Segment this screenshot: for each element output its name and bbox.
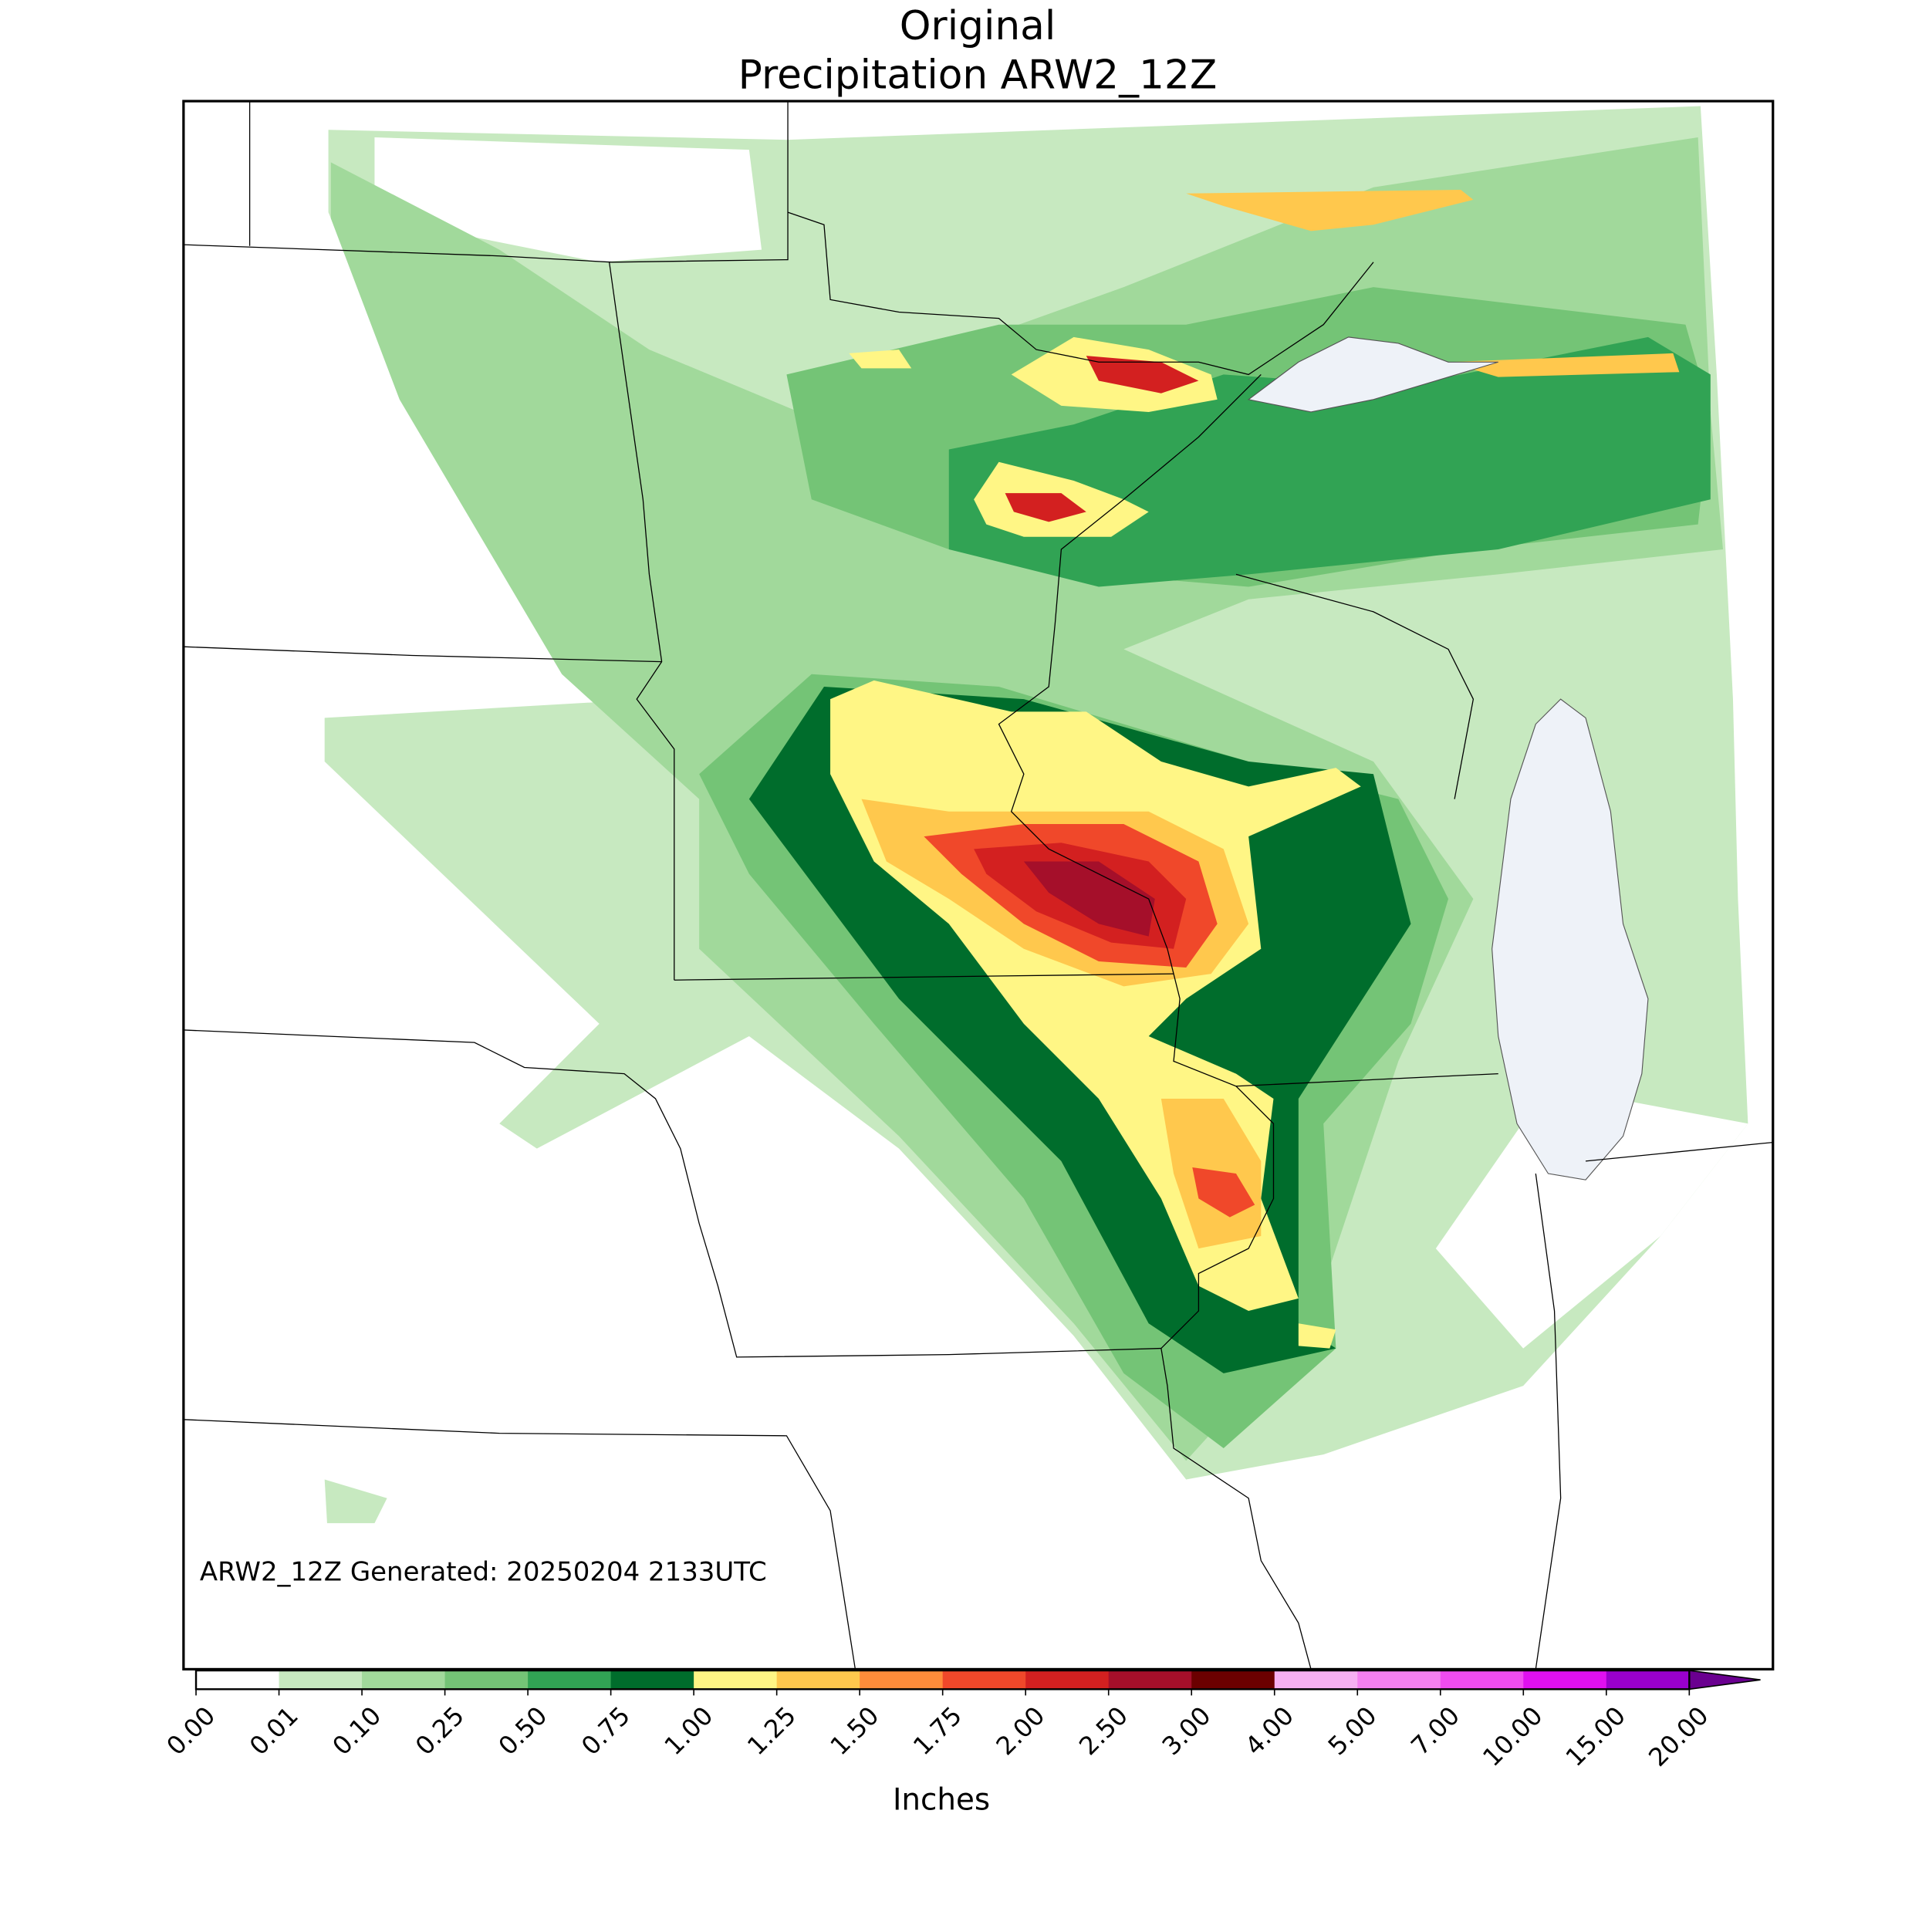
precip-red: [1192, 1167, 1255, 1218]
colorbar-tick-label: 4.00: [1239, 1701, 1299, 1761]
precip-none: [1435, 1086, 1748, 1349]
border: [1535, 1173, 1562, 1670]
border: [787, 211, 1374, 376]
annotation: ARW2_12Z Generated: 20250204 2133UTC: [200, 1556, 767, 1587]
colorbar-tick-label: 1.25: [742, 1701, 802, 1761]
colorbar-segment: [694, 1670, 778, 1690]
colorbar-segment: [362, 1670, 446, 1690]
title-line: Precipitation ARW2_12Z: [738, 52, 1218, 98]
colorbar-tick-label: 2.00: [991, 1701, 1051, 1761]
precip-yellow: [1298, 1323, 1336, 1349]
border: [609, 262, 675, 981]
colorbar-tick-label: 5.00: [1323, 1701, 1383, 1761]
precip-orange: [1448, 353, 1680, 377]
colorbar-tick-label: 0.25: [410, 1701, 470, 1761]
colorbar-extension: [1688, 1670, 1761, 1690]
colorbar-tick-label: 0.00: [161, 1701, 221, 1761]
colorbar-segment: [1357, 1670, 1441, 1690]
colorbar-segment: [444, 1670, 529, 1690]
border: [1585, 1141, 1773, 1162]
colorbar-tick-label: 2.50: [1073, 1701, 1133, 1761]
colorbar-segment: [279, 1670, 363, 1690]
colorbar: 0.00 0.01 0.10 0.25 0.50 0.75 1.00 1.25 1.50 1.75…: [161, 1669, 1761, 1772]
colorbar-segment: [528, 1670, 612, 1690]
map-area: [183, 101, 1773, 1670]
colorbar-segment: [942, 1670, 1027, 1690]
colorbar-segment: [1523, 1670, 1607, 1690]
map-frame: [182, 100, 1775, 1671]
border: [1235, 1072, 1498, 1087]
colorbar-segment: [1108, 1670, 1193, 1690]
colorbar-tick-label: 0.50: [493, 1701, 553, 1761]
precip-red: [1086, 356, 1199, 393]
colorbar-tick-label: 1.50: [825, 1701, 885, 1761]
border: [998, 373, 1312, 1670]
precip-dark: [1023, 861, 1155, 937]
colorbar-label: Inches: [893, 1782, 990, 1817]
colorbar-tick-label: 0.01: [244, 1701, 304, 1761]
colorbar-tick-label: 3.00: [1157, 1701, 1217, 1761]
colorbar-tick-label: 0.75: [576, 1701, 636, 1761]
border: [674, 973, 1174, 981]
lake-superior: [1247, 336, 1498, 413]
colorbar-tick-label: 0.10: [327, 1701, 387, 1761]
border: [1235, 573, 1475, 799]
precip-yellow: [849, 350, 912, 369]
precip-orange: [1186, 189, 1474, 231]
precip-red: [1005, 493, 1086, 522]
colorbar-segment: [1191, 1670, 1275, 1690]
colorbar-segment: [1440, 1670, 1525, 1690]
colorbar-segment: [1274, 1670, 1359, 1690]
colorbar-segment: [1025, 1670, 1110, 1690]
colorbar-segment: [610, 1670, 694, 1690]
colorbar-tick-label: 1.75: [907, 1701, 968, 1761]
precip-light: [324, 1479, 387, 1524]
colorbar-segment: [860, 1670, 944, 1690]
colorbar-segment: [196, 1670, 280, 1690]
colorbar-tick-label: 10.00: [1477, 1701, 1548, 1772]
colorbar-tick-label: 7.00: [1405, 1701, 1465, 1761]
colorbar-tick-label: 1.00: [659, 1701, 719, 1761]
precip-none: [374, 137, 762, 262]
title-line: Original: [900, 3, 1056, 49]
colorbar-tick-label: 15.00: [1560, 1701, 1631, 1772]
precip-heavy: [948, 336, 1711, 587]
border: [183, 1419, 856, 1670]
lake-michigan: [1492, 698, 1649, 1180]
colorbar-segment: [776, 1670, 860, 1690]
colorbar-segment: [1606, 1670, 1691, 1690]
border: [183, 101, 789, 263]
colorbar-tick-label: 20.00: [1643, 1701, 1714, 1772]
border: [183, 1029, 1161, 1358]
border: [183, 646, 662, 663]
